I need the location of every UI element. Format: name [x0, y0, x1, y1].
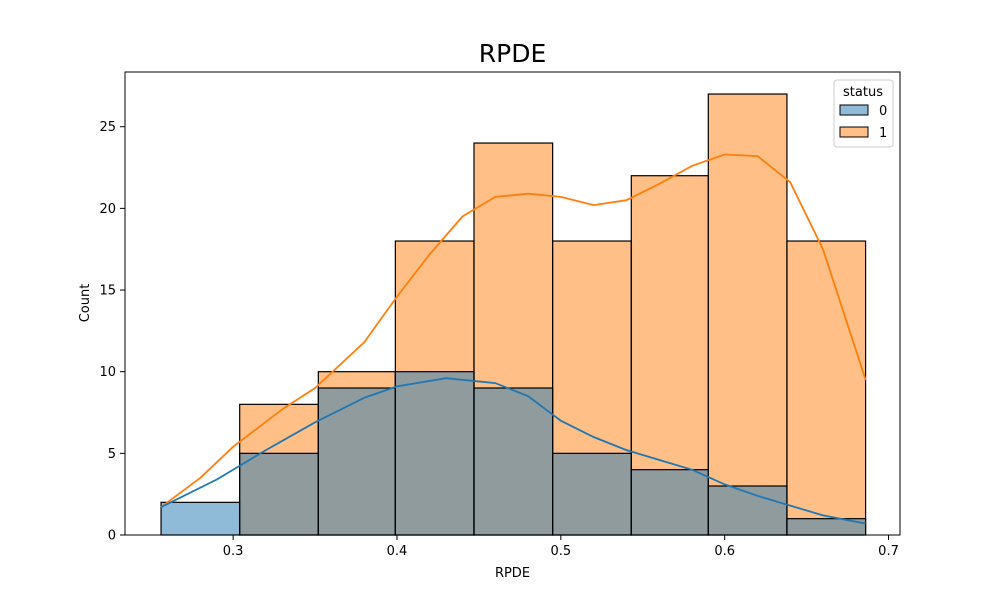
legend-swatch-1 [839, 126, 869, 138]
chart-title: RPDE [479, 39, 547, 68]
bar-status-0-bin-6 [630, 469, 709, 536]
legend-label-1: 1 [879, 126, 887, 141]
legend-swatch-0 [839, 104, 869, 116]
y-tick-label: 10 [99, 365, 116, 380]
y-tick-label: 15 [99, 284, 116, 299]
kde-line-status-0 [160, 377, 866, 525]
bar-status-0-bin-4 [473, 387, 554, 536]
x-tick-label: 0.6 [714, 544, 735, 559]
bar-status-0-bin-0 [160, 501, 241, 536]
y-tick-label: 5 [108, 447, 116, 462]
x-tick-label: 0.3 [223, 544, 244, 559]
y-tick-label: 0 [108, 529, 116, 544]
bar-status-0-bin-7 [707, 485, 788, 536]
x-tick-label: 0.5 [550, 544, 571, 559]
plot-area [160, 93, 867, 536]
bar-status-0-bin-2 [317, 387, 396, 536]
y-tick-label: 25 [99, 120, 116, 135]
legend-title: status [843, 85, 883, 100]
bar-status-1-bin-8 [786, 240, 867, 536]
x-axis-label: RPDE [495, 566, 530, 581]
y-axis-label: Count [78, 284, 93, 323]
bar-status-0-bin-3 [394, 371, 475, 536]
bar-status-0-bin-5 [552, 452, 632, 536]
y-tick-label: 20 [99, 202, 116, 217]
legend-label-0: 0 [879, 104, 887, 119]
kde-line-status-1 [160, 153, 867, 508]
axes-frame [124, 71, 901, 536]
bar-status-0-bin-1 [239, 452, 319, 536]
x-tick-label: 0.4 [387, 544, 408, 559]
legend: status 0 1 [833, 79, 894, 148]
x-tick-label: 0.7 [878, 544, 899, 559]
bar-status-1-bin-7 [707, 93, 788, 536]
